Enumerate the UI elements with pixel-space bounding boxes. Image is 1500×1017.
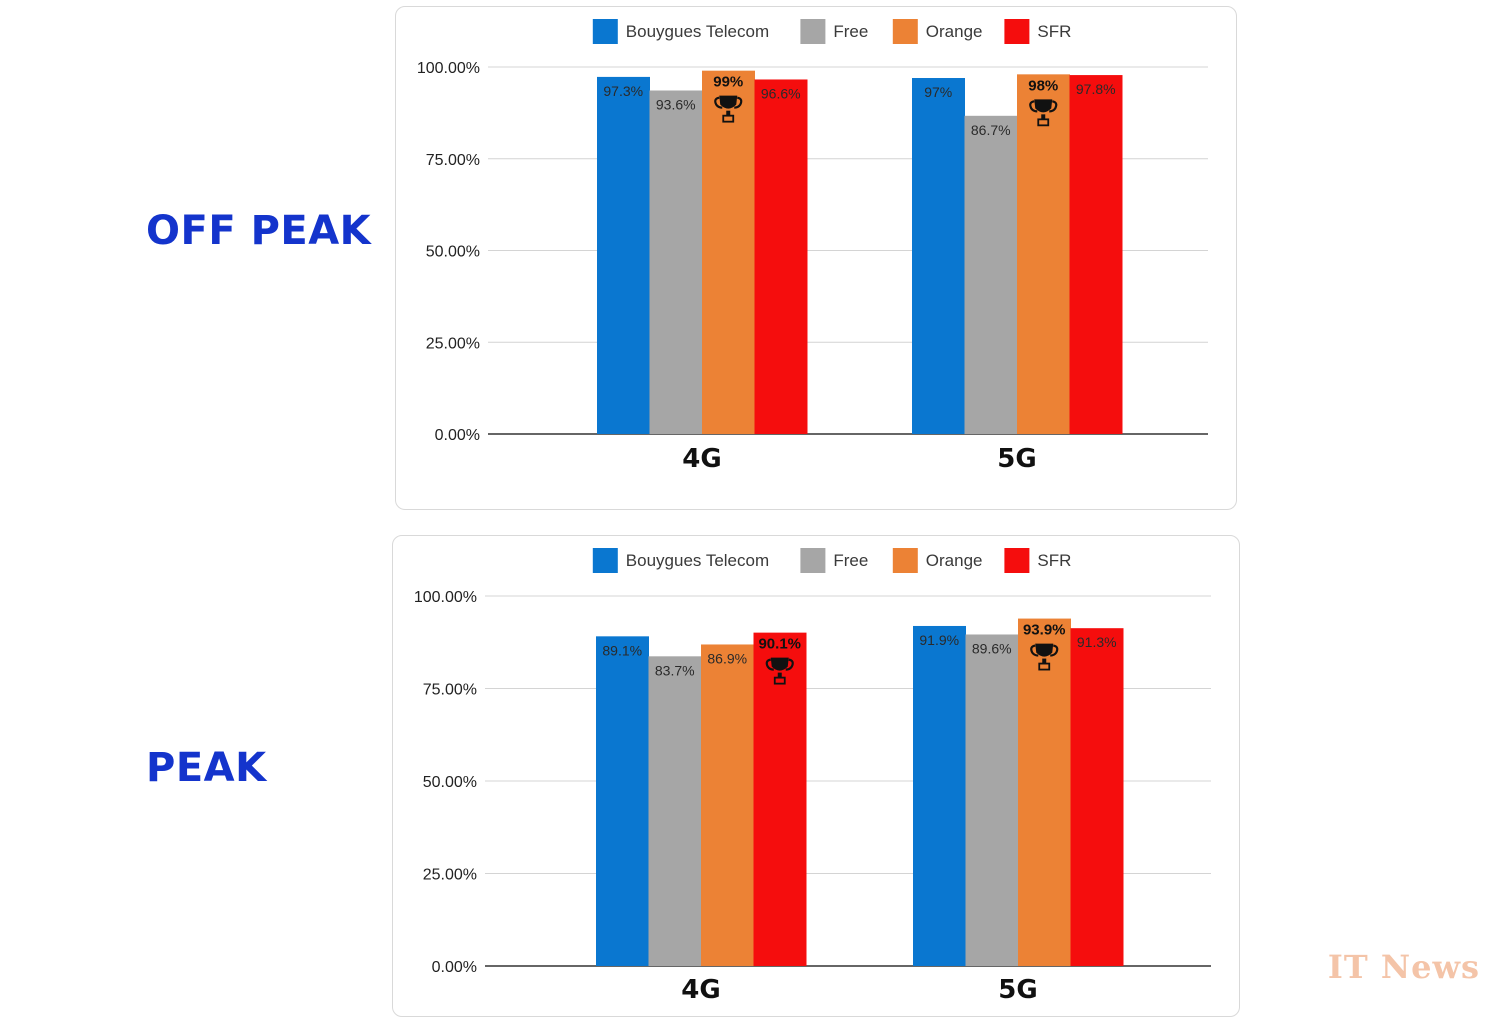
legend-swatch-3 (1004, 548, 1030, 573)
bars: 89.1% 83.7% 86.9% 90.1% 91.9% 89.6% 93.9% 91.3% (596, 618, 1124, 966)
legend-swatch-2 (892, 548, 918, 573)
chart-peak: Bouygues Telecom Free Orange SFR 0.00% 25.00%… (414, 548, 1211, 1005)
legend-label-1: Free (833, 22, 868, 41)
bar-5G-1 (965, 634, 1019, 966)
y-tick-label: 75.00% (426, 152, 480, 169)
y-tick-label: 100.00% (417, 60, 480, 77)
legend-swatch-1 (800, 548, 826, 573)
bar-4G-1 (648, 656, 702, 966)
chart-panel-off-peak: Bouygues Telecom Free Orange SFR 0.00% 25.00%… (395, 6, 1237, 510)
y-tick-label: 0.00% (432, 959, 477, 976)
x-category-label: 4G (681, 975, 720, 1005)
bar-5G-1 (964, 115, 1018, 434)
chart-off-peak: Bouygues Telecom Free Orange SFR 0.00% 25.00%… (417, 19, 1208, 474)
bar-5G-3 (1069, 75, 1123, 434)
legend-label-2: Orange (926, 551, 983, 570)
legend-label-3: SFR (1037, 551, 1071, 570)
data-label: 91.9% (919, 632, 959, 648)
y-tick-label: 75.00% (423, 682, 477, 699)
data-label: 99% (713, 74, 743, 91)
chart-panel-peak: Bouygues Telecom Free Orange SFR 0.00% 25.00%… (392, 535, 1240, 1017)
bar-4G-2 (701, 644, 754, 966)
data-label: 91.3% (1077, 634, 1117, 650)
legend-label-3: SFR (1037, 22, 1071, 41)
bar-5G-3 (1070, 628, 1124, 966)
data-label: 93.6% (656, 96, 696, 112)
section-label-off-peak: OFF PEAK (146, 208, 372, 254)
data-label: 89.1% (602, 642, 642, 658)
data-label: 97.3% (603, 83, 643, 99)
y-tick-label: 25.00% (426, 335, 480, 352)
y-tick-label: 50.00% (423, 774, 477, 791)
data-label: 97% (924, 84, 952, 100)
data-label: 86.7% (971, 122, 1011, 138)
data-label: 90.1% (758, 636, 801, 653)
legend-label-0: Bouygues Telecom (626, 551, 769, 570)
watermark-logo: IT News (1327, 948, 1480, 986)
x-category-label: 5G (997, 444, 1036, 474)
data-label: 96.6% (761, 85, 801, 101)
legend-label-0: Bouygues Telecom (626, 22, 769, 41)
legend: Bouygues Telecom Free Orange SFR (592, 19, 1071, 44)
legend-swatch-0 (592, 548, 618, 573)
data-label: 93.9% (1023, 622, 1066, 639)
x-category-label: 5G (998, 975, 1037, 1005)
bar-4G-2 (702, 70, 755, 435)
legend-label-1: Free (833, 551, 868, 570)
legend-swatch-0 (592, 19, 618, 44)
bar-4G-1 (649, 90, 703, 434)
data-label: 98% (1028, 77, 1058, 94)
bar-4G-3 (753, 632, 807, 966)
legend-swatch-3 (1004, 19, 1030, 44)
y-tick-label: 25.00% (423, 867, 477, 884)
legend-swatch-1 (800, 19, 826, 44)
trophy-icon (714, 95, 743, 123)
y-tick-label: 100.00% (414, 589, 477, 606)
bar-5G-2 (1018, 618, 1071, 966)
legend-label-2: Orange (926, 22, 983, 41)
y-tick-label: 50.00% (426, 244, 480, 261)
data-label: 86.9% (707, 650, 747, 666)
data-label: 97.8% (1076, 81, 1116, 97)
legend-swatch-2 (892, 19, 918, 44)
trophy-icon (1030, 643, 1059, 671)
y-tick-label: 0.00% (435, 427, 480, 444)
section-label-peak: PEAK (146, 745, 267, 791)
bar-5G-0 (913, 625, 966, 966)
legend: Bouygues Telecom Free Orange SFR (592, 548, 1071, 573)
trophy-icon (1029, 99, 1058, 127)
bar-4G-3 (754, 79, 808, 434)
bar-5G-0 (912, 78, 965, 434)
bars: 97.3% 93.6% 99% 96.6% 97% 86.7% 98% 97.8% (597, 70, 1123, 435)
data-label: 89.6% (972, 640, 1012, 656)
trophy-icon (765, 657, 794, 685)
data-label: 83.7% (655, 662, 695, 678)
bar-4G-0 (597, 76, 650, 434)
bar-5G-2 (1017, 74, 1070, 434)
bar-4G-0 (596, 636, 649, 966)
x-category-label: 4G (682, 444, 721, 474)
